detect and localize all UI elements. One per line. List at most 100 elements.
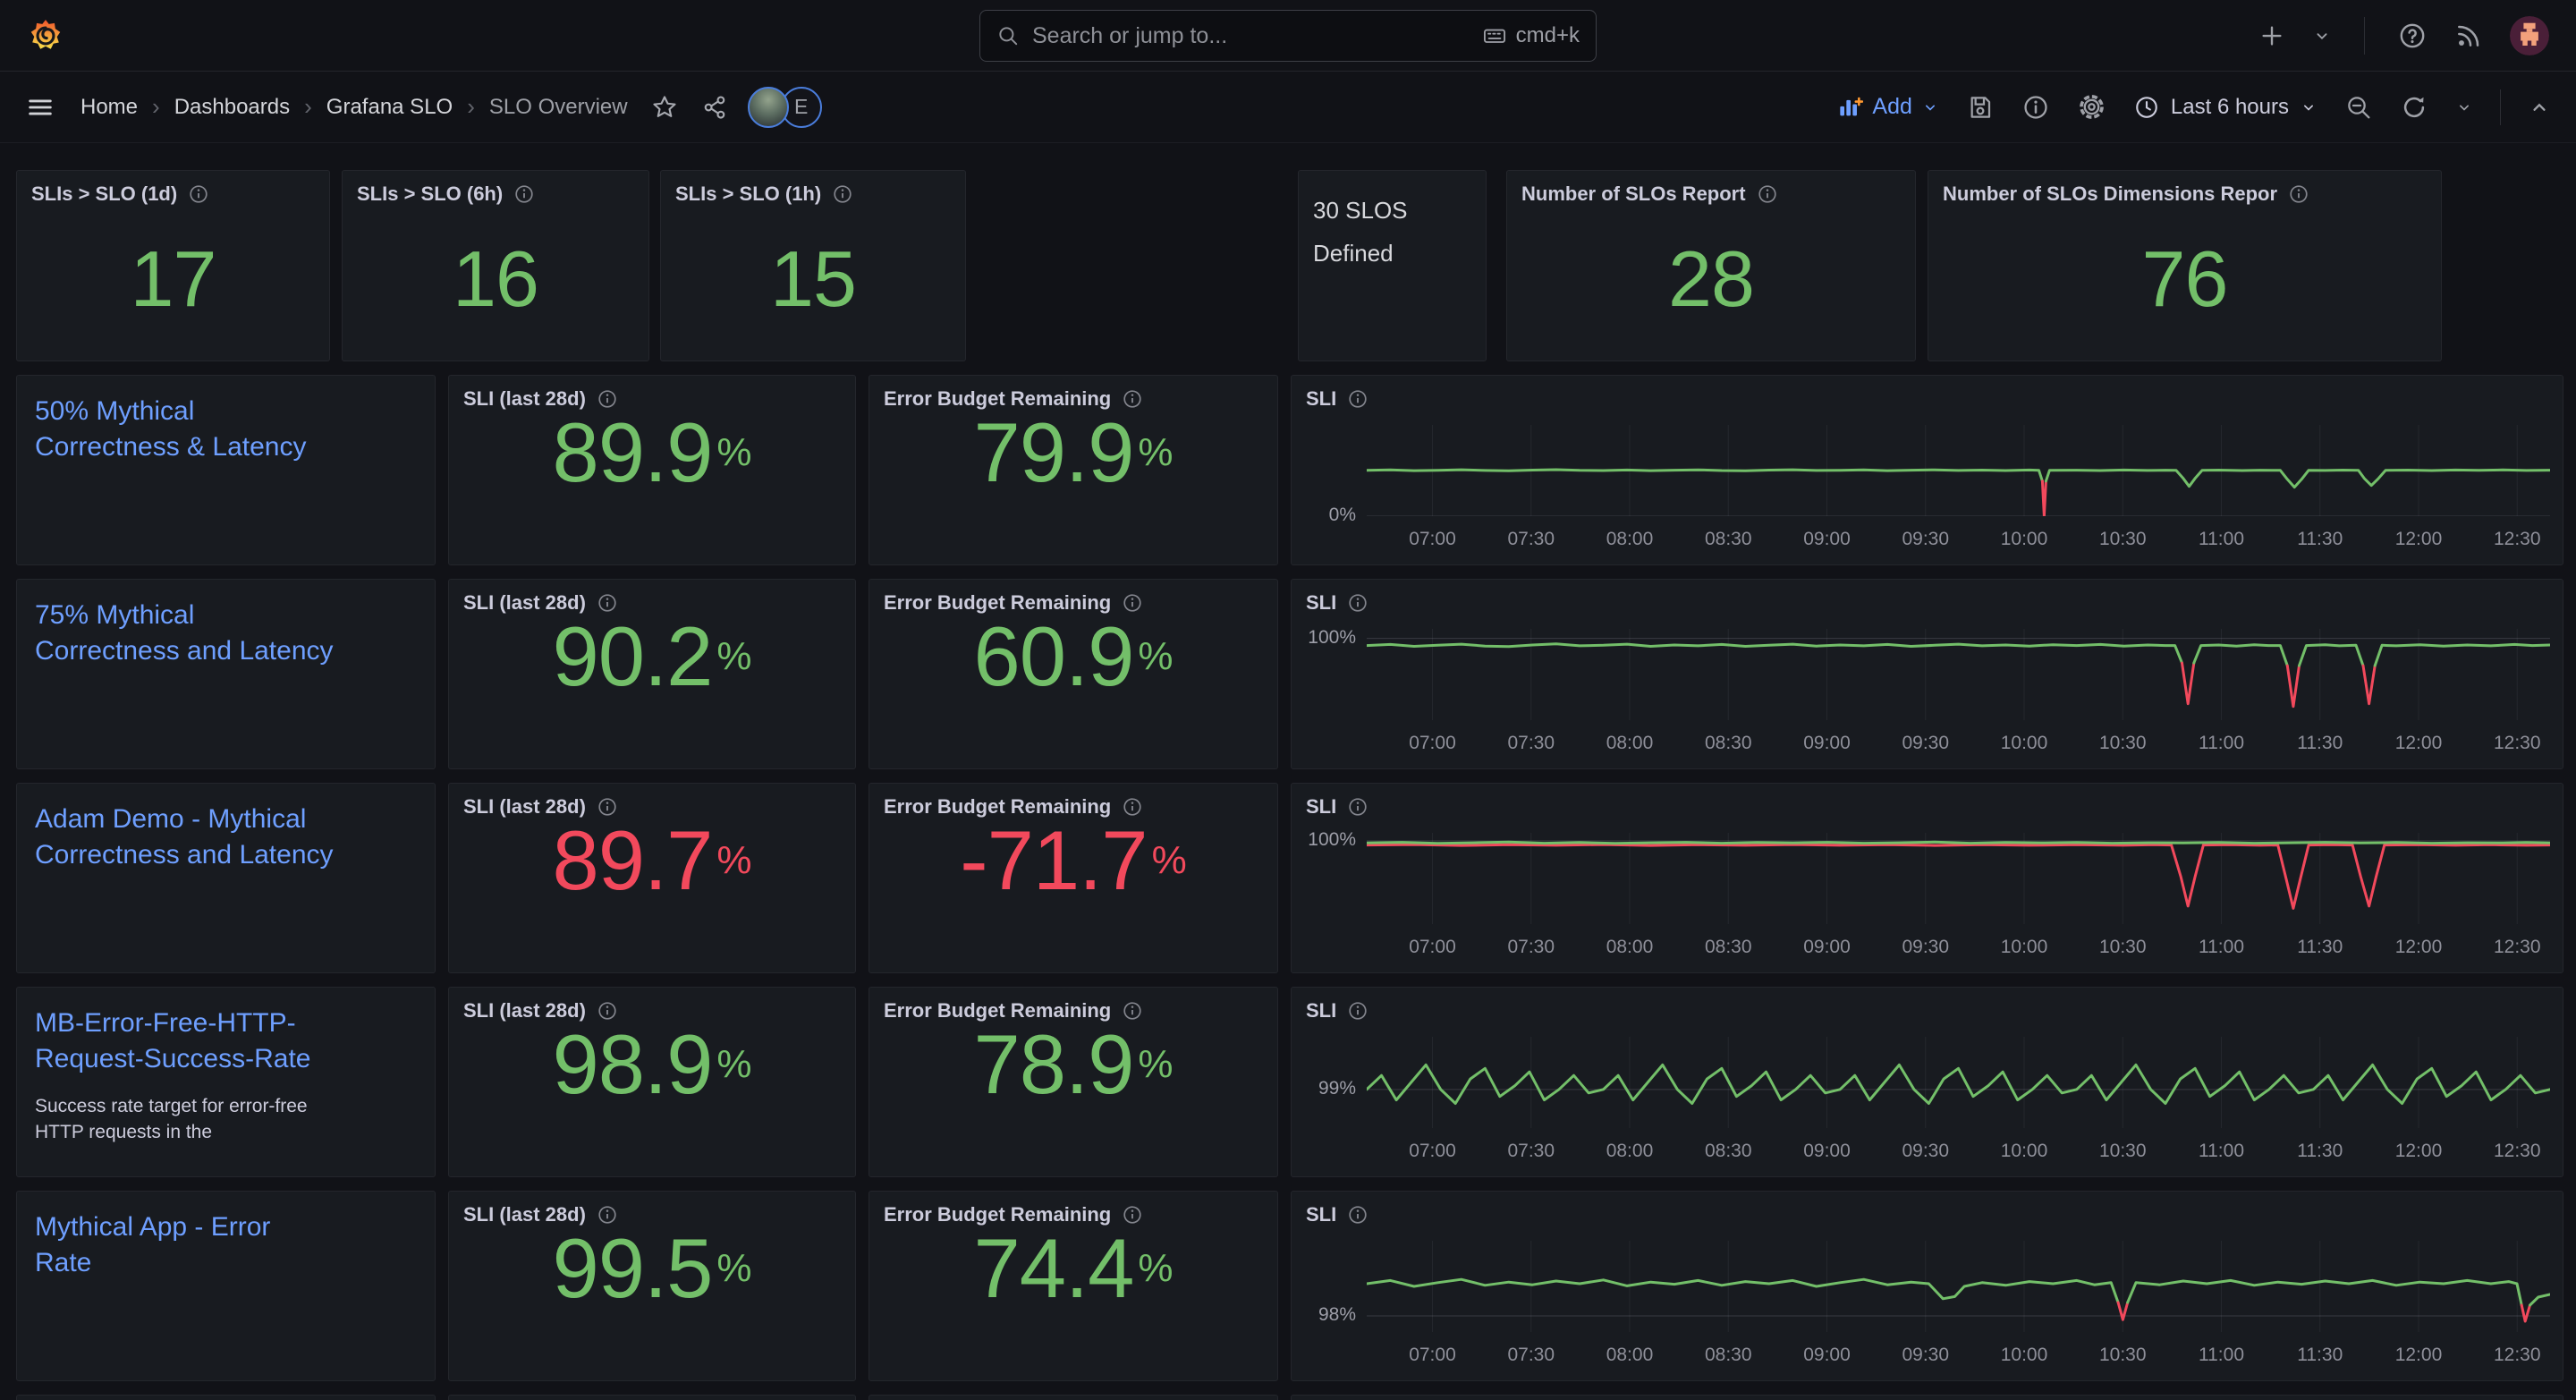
chart-plot (1367, 1241, 2550, 1332)
sli-timeseries (1367, 425, 2550, 516)
stat-panel-slis-slo-1d: SLIs > SLO (1d) 17 (16, 170, 330, 361)
x-axis-tick: 10:00 (2000, 733, 2048, 753)
info-icon[interactable] (1347, 592, 1368, 614)
x-axis-tick: 08:30 (1704, 529, 1752, 549)
chevron-down-icon (2304, 105, 2313, 111)
sli-stat-panel: SLI (last 28d) 98.9% (448, 987, 856, 1177)
user-avatar[interactable] (2510, 15, 2549, 55)
zoom-out-icon[interactable] (2344, 93, 2373, 122)
panel-header: Error Budget Remaining (869, 784, 1277, 819)
breadcrumb-home[interactable]: Home (80, 94, 139, 119)
x-axis-tick: 07:30 (1507, 1345, 1555, 1365)
sli-chart: 0% 07:00 07:30 08:00 08:30 09:00 09:30 10:00 10:… (1292, 411, 2563, 561)
info-icon[interactable] (1122, 796, 1143, 818)
panel-title: SLIs > SLO (1d) (31, 182, 178, 205)
x-axis-tick: 11:00 (2199, 1345, 2244, 1365)
stat-body: 79.9% (869, 411, 1277, 504)
sli-timeseries (1367, 1241, 2550, 1332)
caret-up-icon[interactable] (2528, 96, 2551, 119)
chevron-down-icon[interactable] (2312, 26, 2332, 46)
stat-value: 90.2 (552, 609, 713, 703)
slo-title-link[interactable]: Adam Demo - Mythical Correctness and Lat… (35, 804, 334, 870)
news-icon[interactable] (2454, 21, 2483, 50)
breadcrumb-folder[interactable]: Grafana SLO (326, 94, 453, 119)
sli-chart-panel: SLI 100% 07:00 07:30 08:00 08:30 09:00 09:30 10:… (1291, 783, 2563, 973)
share-icon[interactable] (701, 94, 728, 121)
info-icon[interactable] (597, 796, 618, 818)
x-axis-tick: 09:30 (1902, 937, 1950, 957)
plus-icon[interactable] (2258, 22, 2285, 49)
help-icon[interactable] (2397, 21, 2428, 51)
info-icon[interactable] (1757, 183, 1778, 205)
info-icon[interactable] (513, 183, 535, 205)
info-icon[interactable] (597, 388, 618, 410)
x-axis-tick: 10:00 (2000, 1141, 2048, 1161)
panel-header: SLI (last 28d) (449, 376, 855, 411)
info-icon[interactable] (1122, 388, 1143, 410)
search-input[interactable]: Search or jump to... cmd+k (979, 10, 1597, 62)
stat-value: 98.9 (552, 1017, 713, 1111)
x-axis: 07:00 07:30 08:00 08:30 09:00 09:30 10:00 10:30… (1367, 1141, 2550, 1166)
info-icon[interactable] (597, 1204, 618, 1226)
info-icon[interactable] (1347, 1204, 1368, 1226)
x-axis-tick: 12:30 (2493, 937, 2541, 957)
add-button[interactable]: Add (1838, 94, 1938, 120)
info-icon[interactable] (1122, 1204, 1143, 1226)
stat-unit: % (1138, 634, 1174, 678)
x-axis-tick: 12:00 (2394, 937, 2443, 957)
slo-title-link[interactable]: 50% Mythical Correctness & Latency (35, 396, 307, 462)
chart-plot (1367, 833, 2550, 924)
time-range-picker[interactable]: Last 6 hours (2133, 94, 2318, 121)
sli-stat-panel: SLI (last 28d) 89.7% (448, 783, 856, 973)
x-axis-tick: 08:30 (1704, 1345, 1752, 1365)
chevron-down-icon[interactable] (2455, 98, 2473, 116)
save-icon[interactable] (1966, 93, 1995, 122)
panel-header: SLI (last 28d) (449, 1192, 855, 1226)
stats-row: SLIs > SLO (1d) 17 SLIs > SLO (6h) 16 SL… (16, 170, 2563, 361)
info-icon[interactable] (832, 183, 853, 205)
x-axis-tick: 07:00 (1409, 1141, 1456, 1161)
slo-title-link[interactable]: Mythical App - Error Rate (35, 1212, 271, 1277)
stat-value: 74.4 (973, 1221, 1134, 1315)
slo-title-link[interactable]: 75% Mythical Correctness and Latency (35, 600, 334, 666)
grafana-logo[interactable] (27, 17, 64, 55)
star-icon[interactable] (651, 94, 678, 121)
refresh-icon[interactable] (2400, 93, 2428, 122)
info-icon[interactable] (2288, 183, 2309, 205)
info-icon[interactable] (1347, 388, 1368, 410)
slo-title-link[interactable]: MB-Error-Free-HTTP-Request-Success-Rate (35, 1008, 311, 1073)
stat-value: 89.7 (552, 813, 713, 907)
avatar-initial: E (793, 95, 809, 118)
menu-icon[interactable] (25, 92, 55, 123)
x-axis-tick: 09:00 (1803, 529, 1851, 549)
x-axis-tick: 08:00 (1606, 529, 1654, 549)
info-icon[interactable] (188, 183, 209, 205)
settings-icon[interactable] (2077, 92, 2106, 122)
x-axis-tick: 11:00 (2199, 529, 2244, 549)
panel-title: SLI (1306, 999, 1337, 1022)
panel-header: Error Budget Remaining (869, 1192, 1277, 1226)
info-icon[interactable] (2021, 93, 2050, 122)
stat-value: 17 (130, 233, 217, 323)
partial-panel (869, 1395, 1278, 1400)
y-axis-label: 100% (1308, 828, 1356, 850)
stat-value: 16 (453, 233, 539, 323)
x-axis-tick: 11:30 (2297, 733, 2343, 753)
info-icon[interactable] (597, 1000, 618, 1022)
info-icon[interactable] (597, 592, 618, 614)
y-axis-label: 100% (1308, 626, 1356, 648)
x-axis-tick: 09:30 (1902, 1345, 1950, 1365)
x-axis-tick: 12:00 (2394, 733, 2443, 753)
x-axis-tick: 10:30 (2098, 733, 2147, 753)
x-axis: 07:00 07:30 08:00 08:30 09:00 09:30 10:00 10:30… (1367, 733, 2550, 758)
stat-body: 60.9% (869, 615, 1277, 708)
breadcrumb-dashboards[interactable]: Dashboards (174, 94, 291, 119)
panel-title: Number of SLOs Dimensions Repor (1943, 182, 2278, 205)
viewer-avatar[interactable] (747, 86, 789, 128)
info-icon[interactable] (1122, 592, 1143, 614)
info-icon[interactable] (1347, 1000, 1368, 1022)
info-icon[interactable] (1347, 796, 1368, 818)
topbar-actions (2258, 15, 2549, 55)
stat-value: 89.9 (552, 405, 713, 499)
info-icon[interactable] (1122, 1000, 1143, 1022)
